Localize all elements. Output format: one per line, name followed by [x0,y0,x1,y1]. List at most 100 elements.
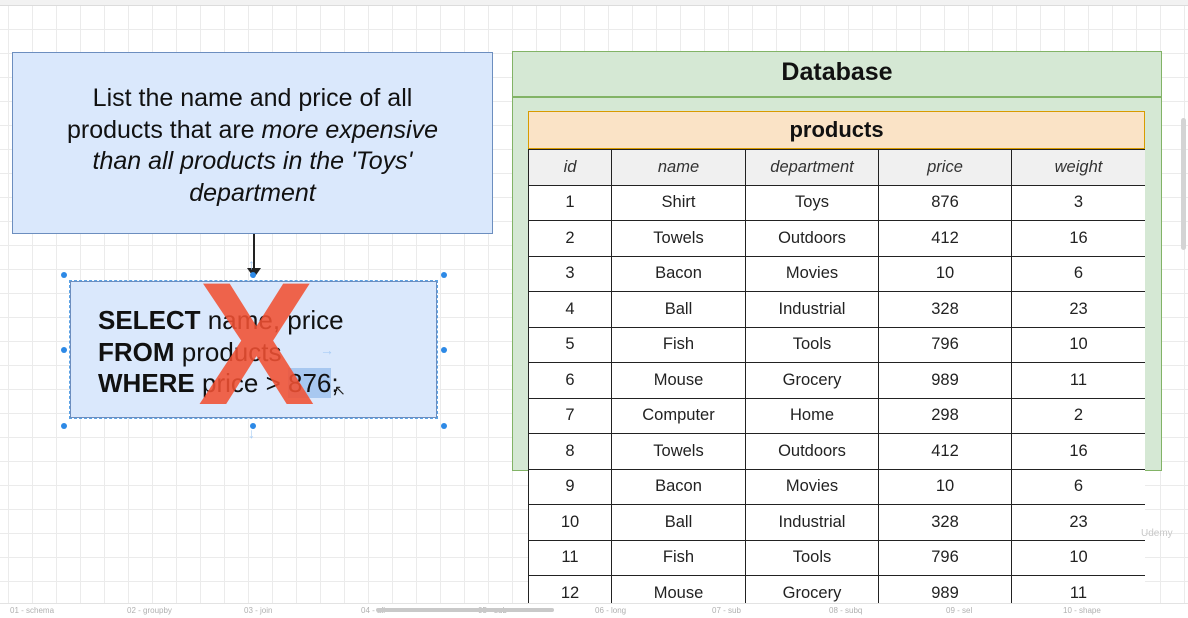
resize-handle-top[interactable] [250,272,256,278]
table-cell-weight: 16 [1011,433,1145,470]
column-header-department: department [745,149,879,186]
question-line-1: List the name and price of all [92,84,413,112]
sql-line-select: SELECT name, price [98,305,344,337]
table-cell-department: Outdoors [745,220,879,257]
page-tab[interactable]: 08 - subq [829,606,863,615]
page-tab[interactable]: 01 - schema [10,606,55,615]
page-tab[interactable]: 09 - sel [946,606,973,615]
table-cell-name: Bacon [611,468,746,505]
table-row: 10 Ball Industrial 328 23 [528,504,1145,541]
vertical-scrollbar[interactable] [1181,118,1186,250]
products-table-container[interactable]: products id name department price weight 1 Sh… [528,111,1145,603]
page-tab[interactable]: 10 - shape [1063,606,1101,615]
table-cell-weight: 16 [1011,220,1145,257]
page-tab[interactable]: 06 - long [595,606,627,615]
resize-handle-bottom-left[interactable] [61,423,67,429]
sql-where-end: ; [331,368,339,398]
question-line-4: department [189,178,316,207]
column-header-id: id [528,149,612,186]
table-cell-weight: 3 [1011,184,1145,221]
table-cell-price: 10 [878,255,1012,292]
wrong-x-mark: X [198,247,315,442]
table-cell-weight: 6 [1011,468,1145,505]
question-line-2-emphasis: more expensive [261,115,439,144]
table-cell-price: 989 [878,575,1012,603]
table-cell-price: 328 [878,504,1012,541]
table-cell-name: Computer [611,397,746,434]
sql-keyword-select: SELECT [98,305,201,335]
resize-handle-top-left[interactable] [61,272,67,278]
resize-handle-top-right[interactable] [441,272,447,278]
question-text: List the name and price of all products … [67,83,438,209]
page-tabs: 01 - schema 02 - groupby 03 - join 04 - all… [0,604,1170,617]
table-cell-id: 5 [528,326,612,363]
question-box[interactable]: List the name and price of all products … [12,52,493,234]
table-cell-department: Tools [745,539,879,576]
resize-handle-bottom[interactable] [250,423,256,429]
table-row: 8 Towels Outdoors 412 16 [528,433,1145,470]
sql-from-table: products [174,336,282,367]
column-header-weight: weight [1011,149,1145,186]
table-cell-weight: 11 [1011,575,1145,603]
table-cell-weight: 10 [1011,539,1145,576]
table-cell-name: Mouse [611,362,746,399]
page-tab[interactable]: 03 - join [244,606,273,615]
table-cell-department: Grocery [745,362,879,399]
question-line-3: than all products in the 'Toys' [92,147,413,175]
table-cell-price: 298 [878,397,1012,434]
sql-select-columns: name, price [200,305,344,335]
table-row: 12 Mouse Grocery 989 11 [528,575,1145,603]
udemy-watermark: Udemy [1141,528,1173,539]
table-cell-id: 10 [528,504,612,541]
table-cell-name: Ball [611,504,746,541]
table-row: 11 Fish Tools 796 10 [528,539,1145,576]
page-tabs-bar: 01 - schema 02 - groupby 03 - join 04 - all… [0,603,1188,618]
table-cell-price: 412 [878,433,1012,470]
page-tab[interactable]: 07 - sub [712,606,741,615]
table-row: 6 Mouse Grocery 989 11 [528,362,1145,399]
table-row: 4 Ball Industrial 328 23 [528,291,1145,328]
page-tab[interactable]: 04 - all [361,606,386,615]
database-title-divider [512,96,1162,98]
question-line-2: products that are more expensive [67,115,438,147]
table-cell-id: 9 [528,468,612,505]
table-cell-weight: 23 [1011,291,1145,328]
table-cell-id: 12 [528,575,612,603]
sql-keyword-where: WHERE [98,368,195,398]
sql-where-value-selected[interactable]: 876 [288,368,332,398]
horizontal-scrollbar[interactable] [376,608,554,612]
table-cell-id: 8 [528,433,612,470]
table-cell-department: Industrial [745,504,879,541]
resize-handle-right[interactable] [441,347,447,353]
resize-handle-bottom-right[interactable] [441,423,447,429]
sql-line-where: WHERE price > 876; [98,368,344,400]
table-cell-id: 4 [528,291,612,328]
page-tab[interactable]: 02 - groupby [127,606,172,615]
guide-arrow-down-icon[interactable]: ↓ [248,425,255,441]
database-title: Database [781,58,893,86]
sql-query-box[interactable] [70,281,437,418]
table-row: 5 Fish Tools 796 10 [528,326,1145,363]
table-cell-id: 7 [528,397,612,434]
guide-arrow-up-icon[interactable]: ↑ [248,256,255,272]
table-cell-name: Mouse [611,575,746,603]
connector-arrow-line[interactable] [253,234,255,274]
table-cell-department: Industrial [745,291,879,328]
table-cell-department: Outdoors [745,433,879,470]
table-cell-department: Movies [745,468,879,505]
table-cell-name: Towels [611,220,746,257]
sql-keyword-from: FROM [98,336,175,367]
guide-arrow-right-icon[interactable]: → [320,342,334,358]
table-cell-weight: 23 [1011,504,1145,541]
table-cell-department: Grocery [745,575,879,603]
table-cell-price: 10 [878,468,1012,505]
resize-handle-left[interactable] [61,347,67,353]
table-cell-weight: 6 [1011,255,1145,292]
table-row: 7 Computer Home 298 2 [528,397,1145,434]
table-cell-name: Fish [611,539,746,576]
table-cell-price: 796 [878,326,1012,363]
table-cell-price: 412 [878,220,1012,257]
table-cell-id: 11 [528,539,612,576]
table-cell-department: Tools [745,326,879,363]
top-toolbar-edge [0,0,1188,6]
